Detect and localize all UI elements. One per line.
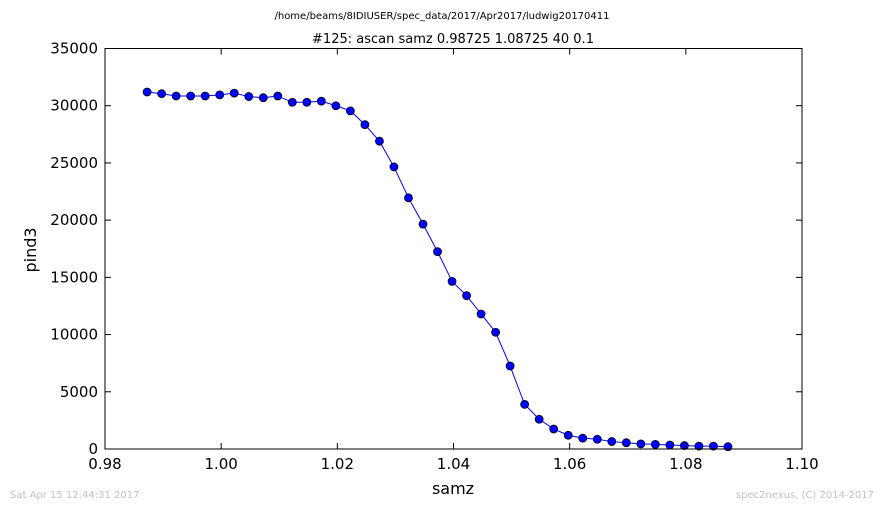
data-point (462, 291, 471, 301)
data-point (360, 120, 370, 129)
x-tick-label: 1.00 (204, 455, 237, 473)
data-point (433, 247, 442, 257)
y-tick-label: 5000 (60, 383, 98, 401)
data-point (229, 88, 239, 98)
y-axis: 0 5000 10000 15000 20000 25000 30000 35000 (50, 40, 802, 458)
data-point (621, 438, 631, 448)
y-tick-label: 25000 (50, 154, 98, 172)
data-point (171, 91, 181, 101)
x-tick-label: 1.04 (437, 455, 470, 473)
data-point (186, 91, 196, 101)
data-point (491, 327, 501, 337)
data-point (578, 433, 588, 443)
y-tick-label: 15000 (50, 268, 98, 286)
data-point (679, 441, 689, 450)
data-point (389, 162, 399, 172)
data-point (476, 309, 486, 319)
y-tick-label: 0 (88, 440, 98, 458)
data-point (534, 414, 544, 424)
chart-title: #125: ascan samz 0.98725 1.08725 40 0.1 (312, 32, 594, 47)
data-point (636, 439, 646, 449)
data-point (665, 440, 675, 450)
data-point (650, 440, 660, 449)
data-point (404, 193, 413, 203)
data-point (157, 89, 167, 99)
data-point (592, 434, 602, 444)
data-point (287, 97, 297, 107)
x-tick-label: 1.10 (785, 455, 818, 473)
data-point (316, 96, 326, 106)
data-point (418, 219, 428, 229)
data-point (563, 430, 573, 440)
series-line (147, 91, 728, 448)
x-tick-label: 0.98 (88, 455, 121, 473)
x-tick-label: 1.08 (669, 455, 702, 473)
plot-area (142, 87, 733, 452)
data-point (549, 424, 559, 434)
data-point (258, 93, 268, 103)
data-point (375, 136, 384, 146)
data-point (215, 90, 225, 100)
axes-frame (104, 48, 803, 450)
data-point (505, 361, 515, 371)
data-point (302, 97, 312, 107)
data-point (331, 101, 341, 111)
data-point (346, 106, 355, 116)
file-path-title: /home/beams/8IDIUSER/spec_data/2017/Apr2… (274, 11, 609, 22)
footer-timestamp: Sat Apr 15 12:44:31 2017 (10, 490, 140, 501)
footer-credit: spec2nexus, (C) 2014-2017 (736, 490, 874, 501)
data-point (244, 92, 254, 101)
data-point (709, 441, 718, 451)
x-axis-label: samz (432, 479, 474, 498)
y-tick-label: 35000 (50, 40, 98, 58)
x-tick-label: 1.02 (321, 455, 354, 473)
data-point (607, 437, 617, 446)
data-point (694, 441, 704, 451)
data-point (200, 91, 210, 101)
data-point (142, 87, 152, 97)
x-axis: 0.98 1.00 1.02 1.04 1.06 1.08 1.10 (88, 48, 819, 473)
data-point (447, 276, 457, 286)
y-tick-label: 20000 (50, 211, 98, 229)
y-tick-label: 30000 (50, 97, 98, 115)
data-point (723, 442, 733, 452)
data-point (520, 399, 530, 409)
x-tick-label: 1.06 (553, 455, 586, 473)
y-axis-label: pind3 (21, 227, 40, 272)
y-tick-label: 10000 (50, 326, 98, 344)
data-point (273, 91, 283, 101)
